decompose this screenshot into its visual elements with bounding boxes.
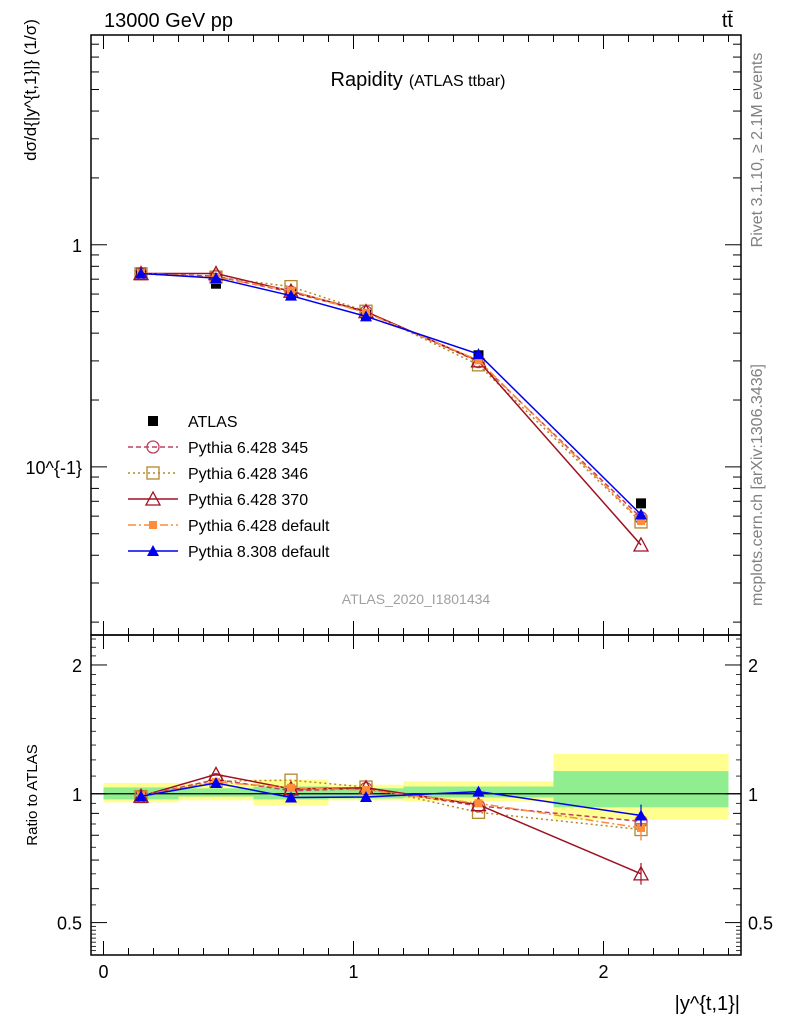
main-y-tick-label: 1	[72, 236, 82, 256]
plot-title-sub: (ATLAS ttbar)	[409, 73, 506, 90]
legend-marker	[146, 440, 160, 454]
ratio-y-tick-label: 2	[72, 656, 82, 676]
legend-marker	[144, 490, 162, 506]
ratio-data-point	[637, 823, 645, 832]
legend-marker	[149, 521, 157, 529]
ratio-panel-frame	[90, 634, 742, 956]
legend-marker	[147, 545, 159, 556]
legend-label: Pythia 6.428 370	[188, 492, 308, 509]
legend-marker	[146, 466, 160, 480]
ratio-data-point	[362, 786, 370, 795]
legend: ATLAS Pythia 6.428 345 Pythia 6.428 346 Pyt…	[128, 414, 330, 561]
main-series-line	[141, 272, 642, 546]
legend-label: ATLAS	[188, 414, 238, 431]
ratio-data-point	[285, 791, 297, 803]
legend-label: Pythia 6.428 default	[188, 518, 330, 535]
x-tick-label: 0	[98, 962, 108, 982]
x-tick-label: 1	[348, 962, 358, 982]
process-label: tt̄	[722, 10, 734, 32]
ratio-data-point	[135, 790, 147, 802]
ratio-data-point	[632, 865, 650, 881]
main-data-point	[135, 267, 147, 279]
main-ylabel: dσ/d{|y^{t,1}|} (1/σ)	[21, 19, 40, 161]
main-series-pythia-6-428-default	[137, 269, 645, 526]
main-data-point	[474, 356, 483, 365]
legend-label: Pythia 6.428 346	[188, 466, 308, 483]
main-series-pythia-8-308-default	[135, 267, 647, 520]
ratio-data-point	[635, 809, 647, 821]
main-data-point	[632, 536, 650, 552]
ratio-y-tick-label: 1	[72, 785, 82, 805]
ratio-data-point	[287, 783, 295, 792]
ratio-data-point	[210, 776, 222, 788]
main-series-line	[140, 273, 642, 523]
main-series-pythia-6-428-345	[134, 266, 648, 525]
energy-label: 13000 GeV pp	[104, 10, 233, 32]
main-data-point	[285, 289, 297, 301]
plot-title: Rapidity (ATLAS ttbar)	[331, 69, 506, 91]
main-series-line	[140, 272, 642, 522]
ratio-y-tick-label-right: 0.5	[748, 914, 773, 934]
main-data-point	[472, 348, 485, 360]
legend-label: Pythia 6.428 345	[188, 440, 308, 457]
ratio-y-tick-label: 0.5	[57, 914, 82, 934]
axis-ticks: 0 1 2 1 10^{-1} 0.5 0.5 1 1 2 2	[26, 35, 773, 982]
rivet-label: Rivet 3.1.10, ≥ 2.1M events	[749, 53, 766, 248]
ratio-y-tick-label-right: 1	[748, 785, 758, 805]
series-layer	[132, 265, 650, 885]
ratio-ylabel: Ratio to ATLAS	[24, 744, 41, 845]
main-data-point	[636, 498, 646, 509]
main-series-line	[140, 272, 642, 516]
legend-marker	[148, 416, 158, 426]
ratio-data-point	[472, 785, 485, 797]
main-data-point	[210, 272, 222, 284]
ratio-series-line	[140, 781, 642, 829]
ratio-band-inner	[553, 771, 729, 808]
legend-label: Pythia 8.308 default	[188, 544, 330, 561]
x-tick-label: 2	[598, 962, 608, 982]
main-y-tick-label: 10^{-1}	[26, 458, 83, 478]
main-data-point	[635, 508, 647, 520]
analysis-watermark: ATLAS_2020_I1801434	[342, 591, 491, 607]
main-data-point	[360, 310, 372, 322]
ratio-y-tick-label-right: 2	[748, 656, 758, 676]
ratio-band-inner	[178, 788, 254, 797]
ratio-data-point	[360, 790, 372, 802]
main-data-point	[637, 517, 645, 526]
ratio-series-line	[140, 782, 642, 817]
xaxis-label: |y^{t,1}|	[675, 993, 740, 1015]
plot-title-main: Rapidity	[331, 69, 403, 91]
main-series-pythia-6-428-346	[134, 267, 648, 529]
ratio-series-line	[140, 778, 642, 823]
ratio-data-point	[474, 799, 483, 808]
ratio-series-pythia-8-308-default	[135, 776, 647, 827]
mcplots-label: mcplots.cern.ch [arXiv:1306.3436]	[749, 364, 766, 606]
